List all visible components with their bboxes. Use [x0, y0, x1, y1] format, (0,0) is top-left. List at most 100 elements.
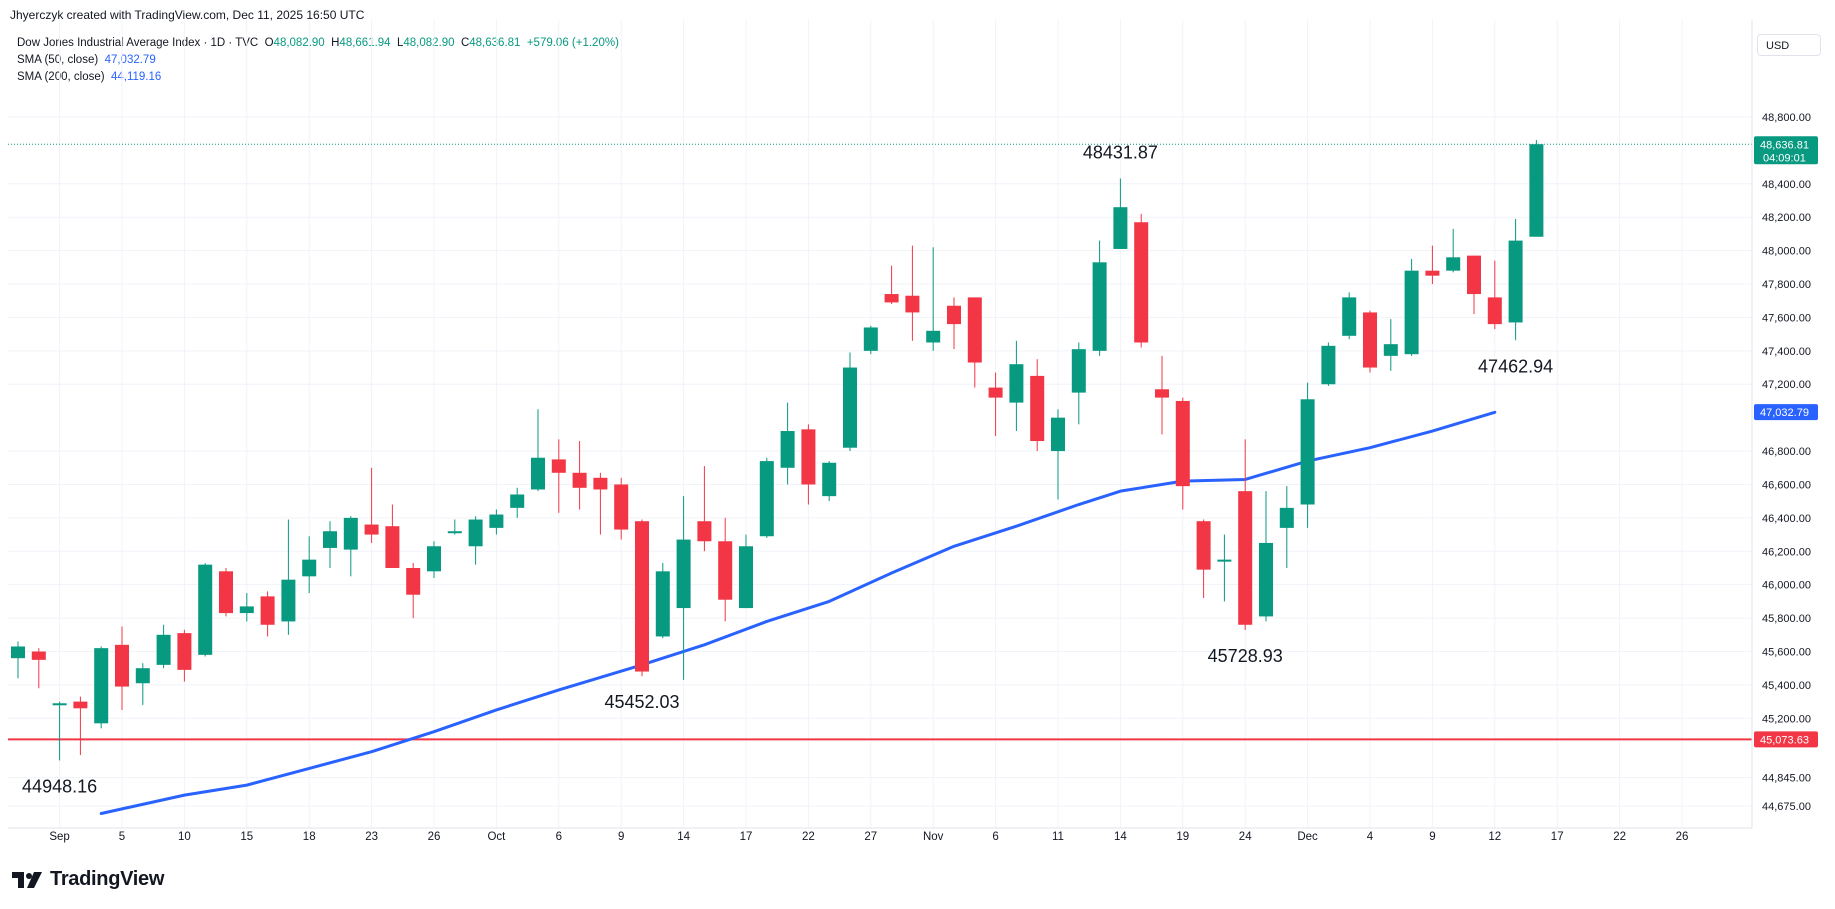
currency-button[interactable]: USD — [1757, 34, 1821, 56]
candle-body — [635, 521, 649, 672]
candle-body — [323, 531, 337, 548]
candle-body — [759, 461, 774, 537]
candle-body — [135, 668, 150, 684]
candle-body — [1425, 270, 1440, 276]
candle-body — [1238, 491, 1253, 625]
candle-body — [343, 517, 358, 550]
y-tick-label: 46,800.00 — [1762, 446, 1811, 458]
candle-body — [593, 477, 608, 490]
candle-body — [52, 703, 67, 706]
candle-body — [655, 571, 670, 637]
chart-grid — [8, 20, 1752, 828]
candle-body — [1030, 375, 1045, 442]
y-tick-label: 46,200.00 — [1762, 546, 1811, 558]
candle-body — [718, 541, 733, 600]
y-tick-label: 48,800.00 — [1762, 112, 1811, 124]
candle-body — [572, 472, 587, 488]
x-tick-label: 23 — [365, 831, 378, 843]
candle-body — [1009, 364, 1024, 403]
tradingview-wordmark: TradingView — [50, 868, 165, 890]
y-tick-label: 47,400.00 — [1762, 346, 1811, 358]
close-label: C — [460, 37, 470, 49]
candle-body — [1217, 559, 1232, 562]
sma50-layer — [99, 410, 1497, 816]
candle-body — [1342, 297, 1357, 336]
candle-body — [73, 701, 88, 709]
candle-body — [510, 494, 525, 508]
x-tick-label: 9 — [618, 831, 624, 843]
candle-body — [780, 431, 795, 468]
x-tick-label: 11 — [1052, 831, 1064, 843]
candle-body — [905, 295, 920, 313]
y-tick-label: 44,845.00 — [1762, 773, 1811, 785]
price-annotation: 48431.87 — [1083, 142, 1158, 162]
candle-body — [884, 294, 899, 303]
candle-body — [822, 462, 837, 497]
candle-body — [947, 305, 961, 325]
y-tick-label: 46,600.00 — [1762, 479, 1811, 491]
x-tick-label: 14 — [677, 831, 690, 843]
x-tick-label: 19 — [1176, 831, 1189, 843]
y-tick-label: 48,200.00 — [1762, 212, 1811, 224]
candle-body — [1487, 297, 1502, 325]
legend-symbol-row[interactable]: Dow Jones Industrial Average Index · 1D … — [17, 35, 619, 52]
candle-body — [843, 367, 857, 448]
candle-body — [988, 387, 1003, 398]
candle-body — [406, 567, 421, 595]
annotation-layer: 44948.16 45452.03 48431.87 45728.93 47462.94 — [22, 142, 1553, 796]
candle-body — [1404, 270, 1419, 355]
y-tick-label: 45,200.00 — [1762, 713, 1811, 725]
axes-layer: 44,675.00 44,845.00 45,200.00 45,400.00 45,6… — [8, 20, 1818, 843]
sma200-value: 44,119.16 — [110, 71, 162, 83]
candle-body — [1259, 542, 1273, 617]
price-annotation: 47462.94 — [1478, 356, 1553, 376]
sma50-price-badge-bg — [1754, 404, 1818, 421]
x-tick-label: 6 — [556, 831, 562, 843]
high-label: H — [331, 37, 340, 49]
x-tick-label: 24 — [1239, 831, 1252, 843]
x-tick-label: 5 — [119, 831, 125, 843]
open-label: O — [264, 37, 274, 49]
sma200-label: SMA (200, close) — [17, 71, 105, 83]
candle-body — [11, 646, 25, 659]
low-label: L — [396, 37, 404, 49]
candle-body — [1446, 257, 1461, 271]
x-tick-label: 12 — [1488, 831, 1501, 843]
y-tick-label: 44,675.00 — [1762, 801, 1811, 813]
candles-layer — [11, 140, 1544, 761]
legend-sma50-row[interactable]: SMA (50, close) 47,032.79 — [17, 52, 619, 69]
candle-body — [198, 564, 213, 655]
tradingview-brand[interactable]: TradingView — [12, 868, 164, 891]
candle-body — [260, 596, 275, 625]
candle-body — [219, 571, 233, 614]
chart-credit: Jhyerczyk created with TradingView.com, … — [10, 8, 365, 22]
candle-body — [1383, 344, 1398, 356]
y-tick-label: 48,000.00 — [1762, 246, 1811, 258]
candle-body — [489, 514, 504, 528]
x-tick-label: 14 — [1114, 831, 1127, 843]
price-annotation: 44948.16 — [22, 776, 97, 796]
candle-body — [1155, 389, 1169, 398]
x-tick-label: 26 — [428, 831, 441, 843]
candle-body — [926, 330, 941, 343]
y-tick-label: 45,800.00 — [1762, 613, 1811, 625]
candle-body — [156, 634, 171, 665]
x-tick-label: 4 — [1367, 831, 1374, 843]
candle-body — [427, 546, 441, 572]
legend-sma200-row[interactable]: SMA (200, close) 44,119.16 — [17, 69, 619, 86]
x-tick-label: 22 — [802, 831, 815, 843]
horizontal-line-layer — [8, 143, 1752, 741]
y-tick-label: 45,600.00 — [1762, 646, 1811, 658]
candle-body — [531, 457, 545, 490]
x-tick-label: 17 — [1551, 831, 1564, 843]
candle-body — [739, 546, 753, 609]
hline-price-badge-bg — [1754, 731, 1818, 748]
low-value: 48,082.90 — [403, 37, 455, 49]
sma50-label: SMA (50, close) — [17, 54, 99, 66]
symbol-title[interactable]: Dow Jones Industrial Average Index · 1D … — [17, 37, 259, 49]
x-tick-label: 9 — [1429, 831, 1435, 843]
candle-body — [1300, 399, 1315, 505]
price-annotation: 45452.03 — [604, 692, 679, 712]
last-price-badge-countdown: 04:09:01 — [1763, 152, 1806, 164]
